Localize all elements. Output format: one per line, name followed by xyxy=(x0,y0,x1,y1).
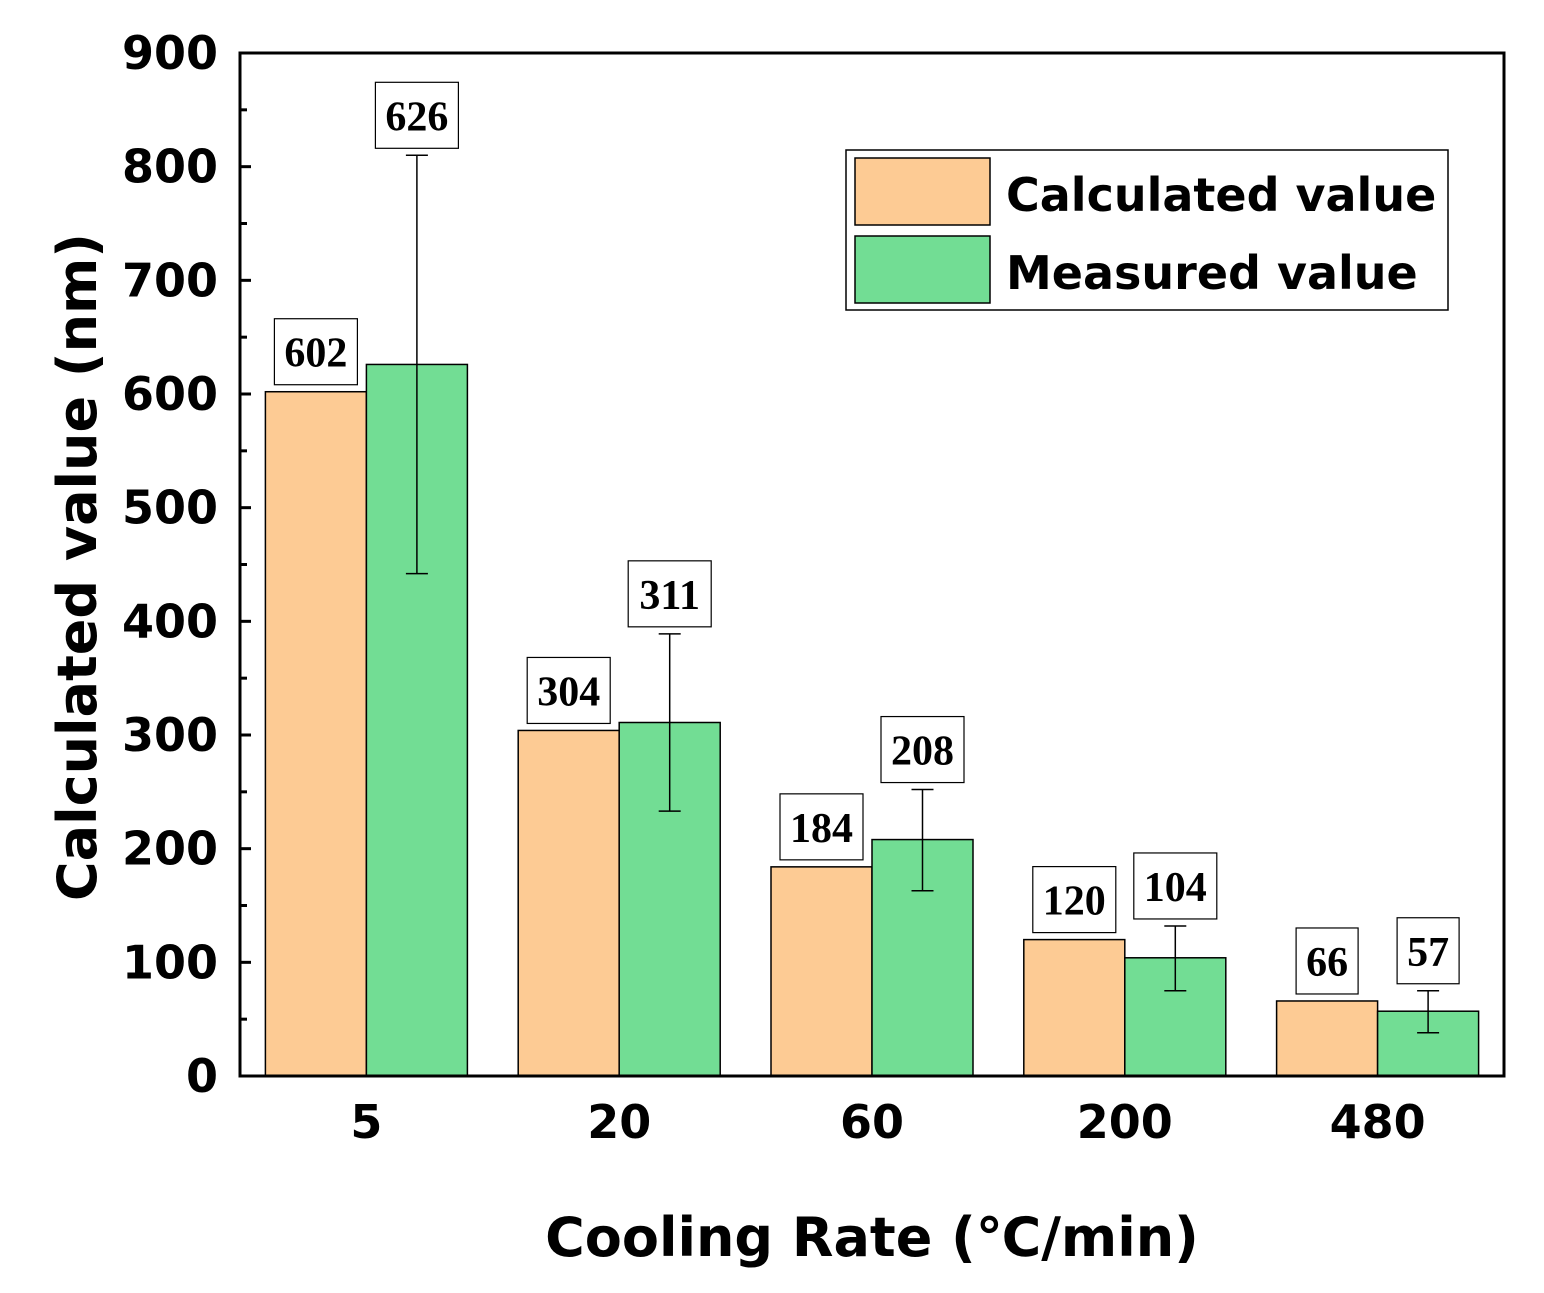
bar xyxy=(1023,938,1126,1077)
bar xyxy=(1275,1000,1379,1077)
x-tick-label: 5 xyxy=(350,1095,382,1149)
data-label: 311 xyxy=(639,573,700,619)
data-label-box xyxy=(374,81,459,149)
data-label: 120 xyxy=(1043,879,1106,925)
data-label: 184 xyxy=(790,806,853,852)
x-tick-label: 20 xyxy=(587,1095,651,1149)
legend: Calculated value Measured value xyxy=(845,149,1449,311)
x-tick-label: 200 xyxy=(1077,1095,1173,1149)
data-label: 626 xyxy=(385,94,448,140)
legend-label-measured: Measured value xyxy=(1006,246,1418,300)
y-tick-label: 600 xyxy=(122,367,218,421)
y-tick-label: 100 xyxy=(122,935,218,989)
y-axis-ticks: 0 100 200 300 400 500 600 700 800 900 xyxy=(122,26,251,1103)
data-label: 208 xyxy=(891,729,954,775)
legend-swatch-calculated xyxy=(854,157,991,226)
data-label: 104 xyxy=(1144,865,1207,911)
bar xyxy=(517,729,620,1077)
error-bars xyxy=(405,154,1440,1034)
y-tick-label: 700 xyxy=(122,253,218,307)
y-tick-label: 800 xyxy=(122,140,218,194)
data-label-box xyxy=(1295,927,1359,995)
legend-label-calculated: Calculated value xyxy=(1006,168,1436,222)
data-label-box xyxy=(1032,865,1117,934)
bar xyxy=(770,866,873,1077)
data-label-box xyxy=(273,318,358,386)
y-tick-label: 200 xyxy=(122,822,218,876)
y-tick-label: 500 xyxy=(122,481,218,535)
y-tick-label: 400 xyxy=(122,594,218,648)
data-label-box xyxy=(779,793,864,861)
data-label: 602 xyxy=(284,331,347,377)
y-tick-label: 300 xyxy=(122,708,218,762)
data-label-box xyxy=(526,656,611,725)
y-tick-label: 900 xyxy=(122,26,218,80)
data-label: 304 xyxy=(537,669,600,715)
data-label: 57 xyxy=(1407,930,1449,976)
x-axis-title: Cooling Rate (℃/min) xyxy=(545,1206,1199,1269)
y-tick-label: 0 xyxy=(186,1049,218,1103)
data-label-box xyxy=(1133,852,1218,920)
plot-frame xyxy=(238,51,1506,1078)
y-axis-title: Calculated value (nm) xyxy=(46,233,109,901)
data-label-box xyxy=(627,560,712,628)
x-tick-label: 60 xyxy=(840,1095,904,1149)
bar xyxy=(264,390,368,1077)
data-label-box xyxy=(1396,917,1460,985)
data-label-box xyxy=(880,715,965,784)
legend-swatch-measured xyxy=(854,235,991,304)
x-axis-tick-labels: 5 20 60 200 480 xyxy=(350,1095,1425,1149)
data-labels: 602 304 184 120 66 626 311 208 104 57 xyxy=(273,81,1460,995)
x-tick-label: 480 xyxy=(1330,1095,1426,1149)
data-label: 66 xyxy=(1306,940,1348,986)
